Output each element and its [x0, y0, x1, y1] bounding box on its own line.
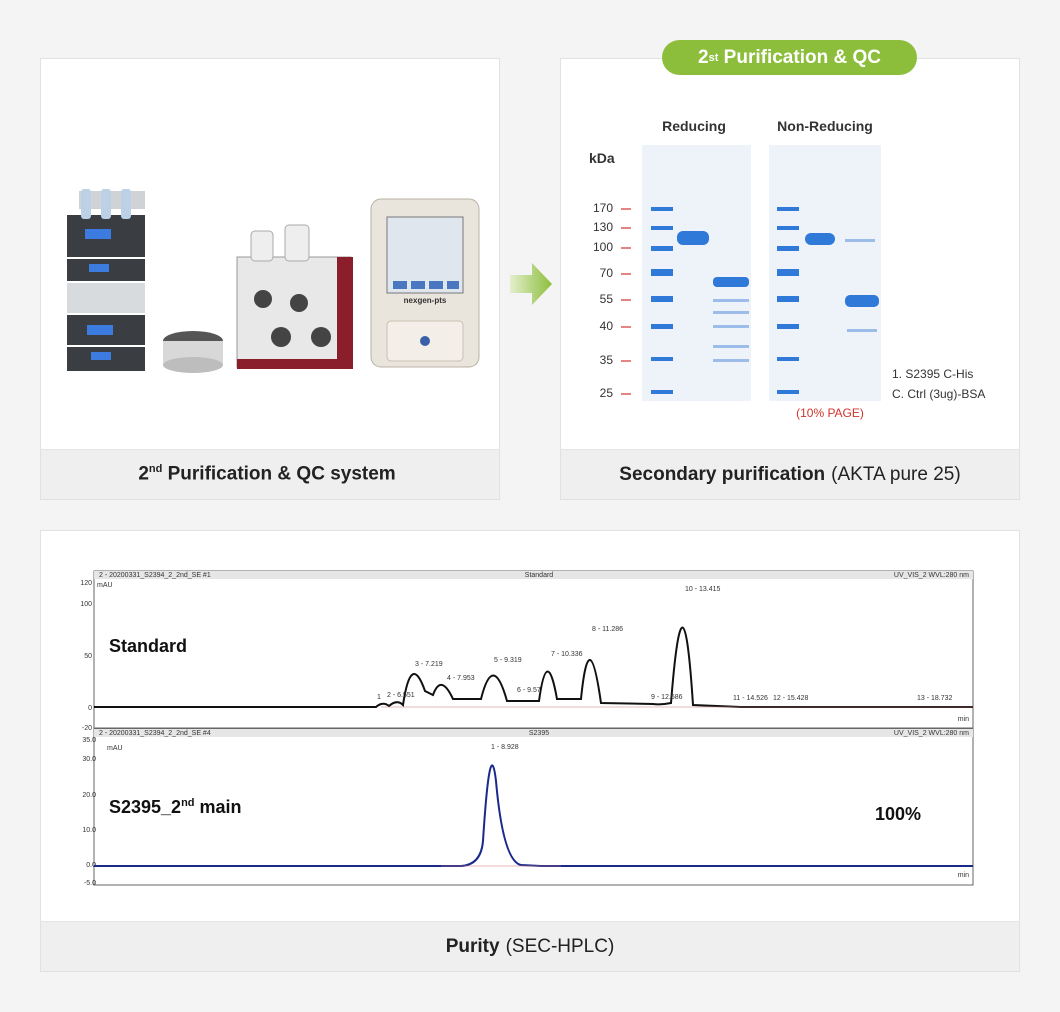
caption: 2nd Purification & QC system	[41, 449, 499, 499]
caption-text: Purification & QC system	[167, 463, 396, 485]
trace-label-sup: nd	[181, 797, 194, 809]
peak-label: 11 - 14.526	[733, 695, 768, 702]
y-tick-label: 50	[84, 653, 92, 660]
unit-text: min	[958, 872, 969, 879]
hplc-stack	[67, 189, 145, 371]
peak-label: 8 - 11.286	[592, 626, 623, 633]
gel-figure: Reducing Non-Reducing kDa 170 130	[589, 118, 985, 420]
upper-header	[94, 571, 973, 579]
unit-text: mAU	[107, 745, 123, 752]
caption: Purity (SEC-HPLC)	[41, 921, 1019, 971]
gel-image	[642, 145, 881, 401]
device-label: nexgen-pts	[404, 296, 447, 305]
legend-item: 1. S2395 C-His	[892, 367, 973, 381]
lower-frame	[93, 728, 974, 886]
gel-panel: Reducing Non-Reducing kDa 170 130	[560, 58, 1020, 500]
arrow	[510, 263, 552, 305]
unit-text: min	[958, 716, 969, 723]
header-text: 2 - 20200331_S2394_2_2nd_SE #4	[99, 730, 211, 737]
y-tick-label: -20	[82, 725, 92, 732]
unit-text: mAU	[97, 582, 113, 589]
lower-header	[94, 729, 973, 737]
peak-label: 7 - 10.336	[551, 651, 583, 658]
caption-sub: (AKTA pure 25)	[831, 463, 961, 485]
y-tick-label: -5.0	[84, 880, 96, 887]
marker-label: 55	[600, 292, 614, 306]
equipment-illustration: nexgen-pts	[67, 189, 480, 373]
peak-label: 4 - 7.953	[447, 675, 475, 682]
lane-group-label: Non-Reducing	[777, 118, 873, 134]
header-text: S2395	[529, 730, 549, 737]
trace-label-main: S2395_2	[109, 797, 181, 817]
trace-label-rest: main	[200, 797, 242, 817]
header-text: 2 - 20200331_S2394_2_2nd_SE #1	[99, 572, 211, 579]
system-panel: nexgen-pts 2nd Purification & QC system	[40, 58, 500, 500]
caption-sub: (SEC-HPLC)	[505, 935, 615, 957]
caption-title: Purity	[445, 935, 500, 957]
peak-label: 6 - 9.57	[517, 687, 541, 694]
hplc-panel: 2 - 20200331_S2394_2_2nd_SE #1 Standard …	[40, 530, 1020, 972]
marker-label: 130	[593, 220, 613, 234]
caption-title: 2nd Purification & QC system	[138, 463, 395, 485]
peak-label: 2 - 6.551	[387, 692, 415, 699]
upper-frame	[93, 570, 974, 729]
fraction-collector	[163, 331, 223, 373]
marker-label: 40	[600, 319, 614, 333]
chromatogram: 2 - 20200331_S2394_2_2nd_SE #1 Standard …	[80, 570, 974, 887]
purity-value: 100%	[875, 804, 921, 824]
peak-label: 12 - 15.428	[773, 695, 809, 702]
header-text: UV_VIS_2 WVL:280 nm	[894, 572, 969, 579]
header-text: Standard	[525, 572, 554, 579]
standard-trace	[94, 626, 973, 708]
marker-label: 100	[593, 240, 613, 254]
badge-text: Purification & QC	[723, 46, 881, 68]
badge-num: 2	[698, 46, 709, 68]
nexgen-device: nexgen-pts	[370, 198, 480, 368]
header-text: UV_VIS_2 WVL:280 nm	[894, 730, 969, 737]
caption-title: Secondary purification	[619, 463, 826, 485]
y-tick-label: 120	[80, 580, 92, 587]
y-tick-label: 0.0	[86, 862, 96, 869]
y-tick-label: 35.0	[82, 737, 96, 744]
peak-label: 1	[377, 694, 381, 701]
unit-label: kDa	[589, 150, 615, 166]
sample-trace	[94, 764, 973, 867]
caption-sup: nd	[148, 463, 163, 476]
peak-label: 13 - 18.732	[917, 695, 953, 702]
y-tick-label: 20.0	[82, 792, 96, 799]
trace-label: S2395_2nd main	[109, 797, 242, 817]
marker-label: 70	[600, 266, 614, 280]
marker-label: 170	[593, 201, 613, 215]
caption: Secondary purification (AKTA pure 25)	[561, 449, 1019, 499]
lane-group-label: Reducing	[662, 118, 726, 134]
badge-sup: st	[708, 51, 719, 64]
marker-ticks	[621, 208, 631, 395]
y-tick-label: 30.0	[82, 756, 96, 763]
peak-label: 1 - 8.928	[491, 744, 519, 751]
peak-label: 10 - 13.415	[685, 586, 721, 593]
legend-item: C. Ctrl (3ug)-BSA	[892, 387, 985, 401]
y-tick-label: 0	[88, 705, 92, 712]
marker-label: 35	[600, 353, 614, 367]
gel-note: (10% PAGE)	[796, 406, 864, 420]
caption-num: 2	[138, 463, 149, 485]
peak-label: 5 - 9.319	[494, 657, 522, 664]
y-tick-label: 10.0	[82, 827, 96, 834]
peak-label: 9 - 12.586	[651, 694, 683, 701]
trace-label: Standard	[109, 636, 187, 656]
y-tick-label: 100	[80, 601, 92, 608]
marker-label: 25	[600, 386, 614, 400]
akta-system	[236, 224, 353, 369]
peak-label: 3 - 7.219	[415, 661, 443, 668]
